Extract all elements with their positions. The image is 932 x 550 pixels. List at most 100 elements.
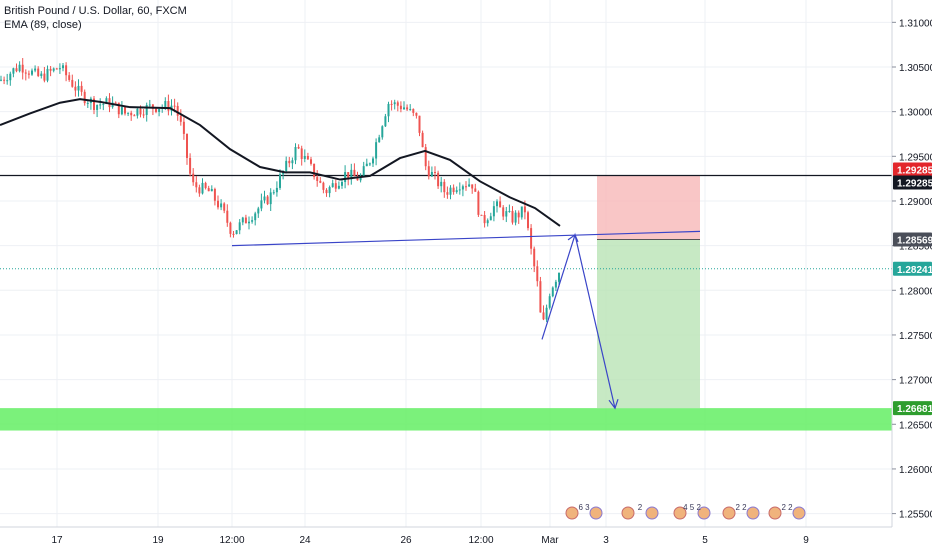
event-badge-label: 6 3 bbox=[578, 503, 590, 512]
candle-body bbox=[390, 103, 393, 105]
candle-body bbox=[465, 186, 467, 188]
candle-body bbox=[269, 192, 272, 205]
stop-loss-zone bbox=[597, 175, 700, 240]
candle-body bbox=[31, 70, 33, 75]
candle-body bbox=[139, 108, 142, 115]
candle-body bbox=[468, 184, 471, 187]
candle-body bbox=[306, 155, 309, 160]
event-badge-label: 2 2 bbox=[781, 503, 793, 512]
trend-line bbox=[231, 230, 701, 247]
candle-body bbox=[396, 102, 399, 106]
candle-body bbox=[6, 80, 9, 82]
candle-body bbox=[530, 228, 533, 249]
candle-body bbox=[455, 190, 458, 193]
time-tick-label: Mar bbox=[541, 535, 559, 546]
candle-body bbox=[232, 233, 235, 235]
candle-body bbox=[65, 65, 68, 76]
candle-body bbox=[399, 105, 402, 110]
candle-body bbox=[3, 79, 6, 81]
candle-body bbox=[164, 101, 167, 108]
support-zone bbox=[0, 408, 892, 431]
candle-body bbox=[145, 105, 148, 115]
candle-body bbox=[319, 180, 322, 183]
event-badge[interactable]: 6 3 bbox=[565, 503, 603, 520]
flag-icon bbox=[792, 506, 806, 520]
candle-body bbox=[331, 183, 334, 188]
price-tick-label: 1.25500 bbox=[899, 510, 932, 521]
candle-body bbox=[372, 158, 374, 164]
candle-body bbox=[316, 177, 319, 181]
candle-body bbox=[502, 207, 505, 217]
time-axis[interactable] bbox=[0, 527, 932, 550]
candle-body bbox=[421, 132, 424, 148]
event-badge[interactable]: 2 2 bbox=[768, 503, 806, 520]
event-badge[interactable]: 4 5 2 bbox=[673, 503, 711, 520]
candle-body bbox=[133, 115, 136, 117]
time-tick-label: 26 bbox=[400, 535, 412, 546]
candle-body bbox=[310, 159, 312, 164]
candle-body bbox=[74, 86, 77, 91]
candle-body bbox=[291, 160, 294, 164]
price-tick-label: 1.29500 bbox=[899, 152, 932, 163]
candle-body bbox=[294, 147, 297, 161]
flag-icon bbox=[768, 506, 782, 520]
candle-body bbox=[130, 112, 133, 116]
candle-body bbox=[124, 107, 126, 114]
candle-body bbox=[204, 182, 207, 189]
candle-body bbox=[381, 126, 384, 138]
candle-body bbox=[167, 101, 170, 111]
candle-body bbox=[406, 107, 409, 110]
candle-body bbox=[403, 107, 405, 110]
flag-icon bbox=[697, 506, 711, 520]
candle-body bbox=[235, 230, 238, 235]
candle-body bbox=[241, 217, 244, 223]
candle-body bbox=[257, 208, 260, 214]
price-label-bg bbox=[893, 401, 932, 416]
price-tick-label: 1.29000 bbox=[899, 197, 932, 208]
candle-body bbox=[68, 75, 71, 80]
candle-body bbox=[186, 133, 188, 158]
flag-icon bbox=[673, 506, 687, 520]
candle-body bbox=[213, 188, 216, 201]
candle-body bbox=[322, 182, 325, 190]
candle-body bbox=[279, 174, 281, 188]
candle-body bbox=[263, 196, 266, 201]
candle-body bbox=[254, 213, 257, 221]
candle-body bbox=[58, 68, 61, 70]
candle-body bbox=[368, 163, 371, 165]
candle-body bbox=[499, 201, 502, 208]
candle-body bbox=[486, 220, 489, 224]
price-tick-label: 1.26500 bbox=[899, 420, 932, 431]
candle-body bbox=[303, 155, 306, 159]
flag-icon bbox=[621, 506, 635, 520]
candle-body bbox=[511, 210, 514, 223]
candle-body bbox=[496, 201, 498, 207]
candle-body bbox=[362, 166, 365, 176]
candle-body bbox=[179, 115, 182, 122]
time-tick-label: 19 bbox=[152, 535, 164, 546]
candle-body bbox=[21, 64, 24, 73]
event-badge[interactable]: 2 bbox=[621, 503, 659, 520]
price-label: 1.29285 bbox=[897, 179, 932, 190]
price-tick-label: 1.31000 bbox=[899, 18, 932, 29]
candle-body bbox=[384, 116, 387, 127]
price-label-bg bbox=[893, 162, 932, 177]
price-label: 1.26681 bbox=[897, 404, 932, 415]
time-tick-label: 12:00 bbox=[219, 535, 244, 546]
candle-body bbox=[449, 187, 452, 195]
price-label-bg bbox=[893, 232, 932, 247]
candle-body bbox=[86, 102, 89, 104]
time-tick-label: 3 bbox=[603, 535, 609, 546]
candle-body bbox=[62, 65, 64, 69]
candle-body bbox=[189, 157, 192, 174]
candle-body bbox=[412, 109, 415, 113]
ema-line bbox=[0, 98, 561, 227]
candle-body bbox=[483, 215, 486, 224]
candle-body bbox=[328, 187, 331, 194]
candle-body bbox=[536, 266, 539, 282]
event-badge-label: 2 2 bbox=[735, 503, 747, 512]
chart-title: British Pound / U.S. Dollar, 60, FXCM bbox=[4, 5, 187, 17]
event-badge[interactable]: 2 2 bbox=[722, 503, 760, 520]
